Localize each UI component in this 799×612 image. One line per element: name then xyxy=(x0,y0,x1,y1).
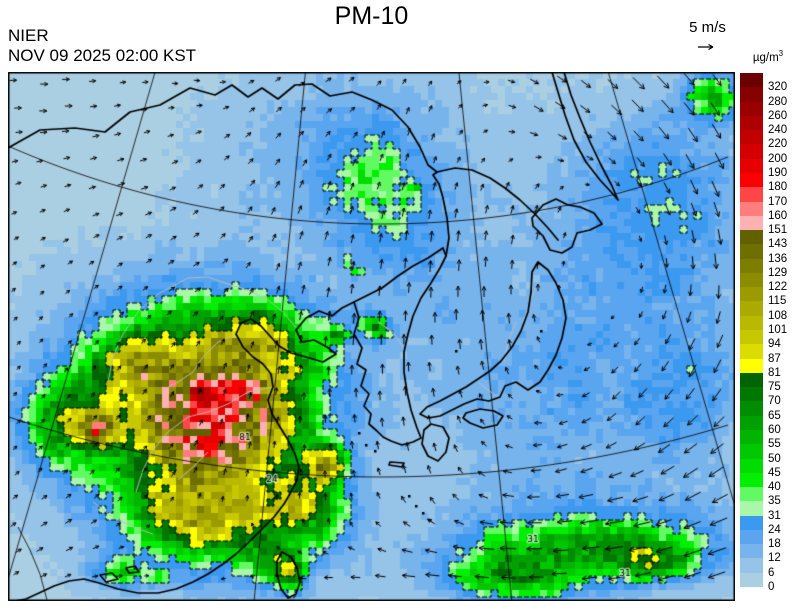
colorbar-segment xyxy=(740,201,763,217)
colorbar-segment xyxy=(740,187,763,202)
colorbar-segment xyxy=(740,301,763,317)
colorbar-segment xyxy=(740,87,763,102)
colorbar-segment xyxy=(740,73,763,88)
colorbar-tick-label: 35 xyxy=(768,495,781,508)
colorbar-segment xyxy=(740,215,763,231)
colorbar-segment xyxy=(740,501,763,516)
colorbar-segment xyxy=(740,358,763,374)
colorbar-tick-label: 129 xyxy=(768,266,788,279)
colorbar-segment xyxy=(740,529,763,545)
colorbar-segment xyxy=(740,415,763,431)
colorbar-tick-label: 200 xyxy=(768,152,788,165)
colorbar-segment xyxy=(740,230,763,245)
colorbar-segment xyxy=(740,101,763,117)
colorbar-segment xyxy=(740,429,763,445)
colorbar-tick-label: 143 xyxy=(768,238,788,251)
colorbar-segment xyxy=(740,158,763,174)
colorbar-segment xyxy=(740,572,763,588)
wind-scale-arrow-icon xyxy=(698,43,714,51)
colorbar-segment xyxy=(740,115,763,131)
colorbar-tick-label: 280 xyxy=(768,95,788,108)
page-title: PM-10 xyxy=(334,2,409,30)
colorbar-tick-label: 50 xyxy=(768,452,781,465)
colorbar-segment xyxy=(740,558,763,574)
colorbar-segment xyxy=(740,401,763,417)
colorbar-tick-label: 60 xyxy=(768,423,781,436)
colorbar-segment xyxy=(740,387,763,402)
colorbar-tick-label: 55 xyxy=(768,438,781,451)
colorbar-tick-label: 101 xyxy=(768,324,788,336)
colorbar-segment xyxy=(740,244,763,259)
forecast-datetime: NOV 09 2025 02:00 KST xyxy=(8,46,197,65)
colorbar-segment xyxy=(740,272,763,288)
colorbar-tick-label: 320 xyxy=(768,81,788,94)
colorbar-tick-label: 6 xyxy=(768,566,775,579)
wind-scale-label: 5 m/s xyxy=(689,19,726,36)
colorbar-tick-label: 136 xyxy=(768,252,788,265)
colorbar-segment xyxy=(740,172,763,188)
colorbar-tick-label: 240 xyxy=(768,124,788,137)
colorbar-tick-label: 70 xyxy=(768,395,781,408)
colorbar-tick-label: 75 xyxy=(768,381,781,394)
colorbar-tick-label: 94 xyxy=(768,338,781,351)
colorbar xyxy=(740,73,763,588)
colorbar-tick-label: 151 xyxy=(768,224,788,237)
colorbar-tick-label: 260 xyxy=(768,109,788,122)
colorbar-segment xyxy=(740,458,763,474)
colorbar-segment xyxy=(740,130,763,145)
colorbar-segment xyxy=(740,315,763,331)
colorbar-tick-label: 115 xyxy=(768,295,787,308)
colorbar-tick-label: 31 xyxy=(768,509,781,522)
colorbar-segment xyxy=(740,372,763,388)
colorbar-segment xyxy=(740,144,763,160)
agency-label: NIER xyxy=(8,26,49,45)
colorbar-segment xyxy=(740,330,763,345)
colorbar-tick-label: 170 xyxy=(768,195,788,208)
colorbar-tick-label: 87 xyxy=(768,352,781,365)
colorbar-segment xyxy=(740,472,763,488)
colorbar-tick-label: 45 xyxy=(768,466,781,479)
colorbar-tick-label: 24 xyxy=(768,523,781,536)
colorbar-tick-label: 160 xyxy=(768,209,788,222)
pm10-forecast-map xyxy=(8,72,735,601)
colorbar-tick-label: 108 xyxy=(768,309,788,322)
colorbar-segment xyxy=(740,544,763,559)
colorbar-tick-label: 190 xyxy=(768,166,788,179)
colorbar-tick-label: 180 xyxy=(768,181,788,194)
colorbar-tick-label: 40 xyxy=(768,481,781,494)
colorbar-tick-label: 65 xyxy=(768,409,781,422)
colorbar-segment xyxy=(740,344,763,359)
colorbar-segment xyxy=(740,487,763,502)
colorbar-segment xyxy=(740,258,763,274)
colorbar-segment xyxy=(740,287,763,302)
unit-label: µg/m3 xyxy=(752,49,784,64)
colorbar-tick-label: 18 xyxy=(768,538,781,551)
colorbar-tick-label: 122 xyxy=(768,281,788,294)
colorbar-tick-label: 0 xyxy=(768,581,775,593)
colorbar-tick-label: 220 xyxy=(768,138,788,151)
colorbar-tick-label: 81 xyxy=(768,366,781,379)
colorbar-segment xyxy=(740,515,763,531)
colorbar-segment xyxy=(740,444,763,459)
colorbar-tick-label: 12 xyxy=(768,552,781,565)
